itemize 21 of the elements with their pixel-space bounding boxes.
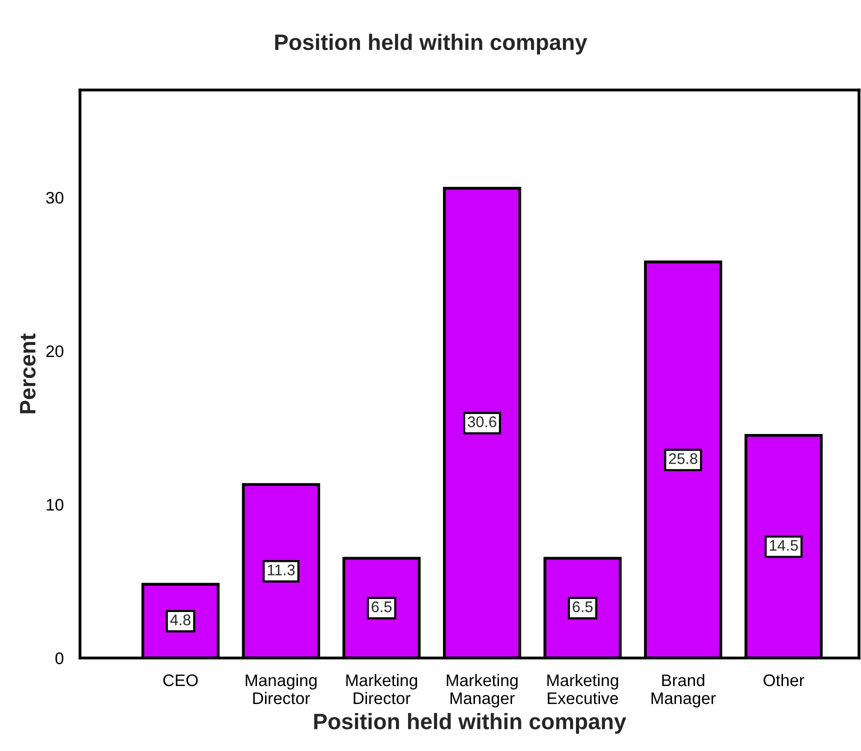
x-tick-label: Marketing Executive: [547, 674, 618, 704]
data-label: 11.3: [268, 564, 295, 576]
data-label: 6.5: [572, 601, 593, 612]
data-label: 25.8: [669, 453, 698, 464]
x-tick-label: CEO: [163, 674, 198, 686]
x-tick-label: Marketing Manager: [446, 674, 518, 708]
data-label: 4.8: [170, 614, 190, 626]
chart-title: Position held within company: [275, 34, 588, 55]
y-tick-label: 30: [46, 192, 64, 204]
y-tick-label: 10: [46, 498, 64, 511]
x-axis-title: Position held within company: [314, 713, 626, 734]
x-tick-label: Brand Manager: [652, 674, 716, 708]
x-tick-label: Other: [764, 674, 804, 686]
y-axis-title: Percent: [20, 334, 36, 414]
x-tick-label: Marketing Director: [346, 674, 418, 704]
data-label: 30.6: [468, 416, 496, 428]
y-tick-label: 20: [46, 345, 64, 358]
data-label: 6.5: [372, 601, 392, 612]
x-tick-label: Managing Director: [246, 674, 317, 704]
y-tick-label: 0: [55, 652, 64, 664]
data-label: 14.5: [770, 540, 798, 551]
